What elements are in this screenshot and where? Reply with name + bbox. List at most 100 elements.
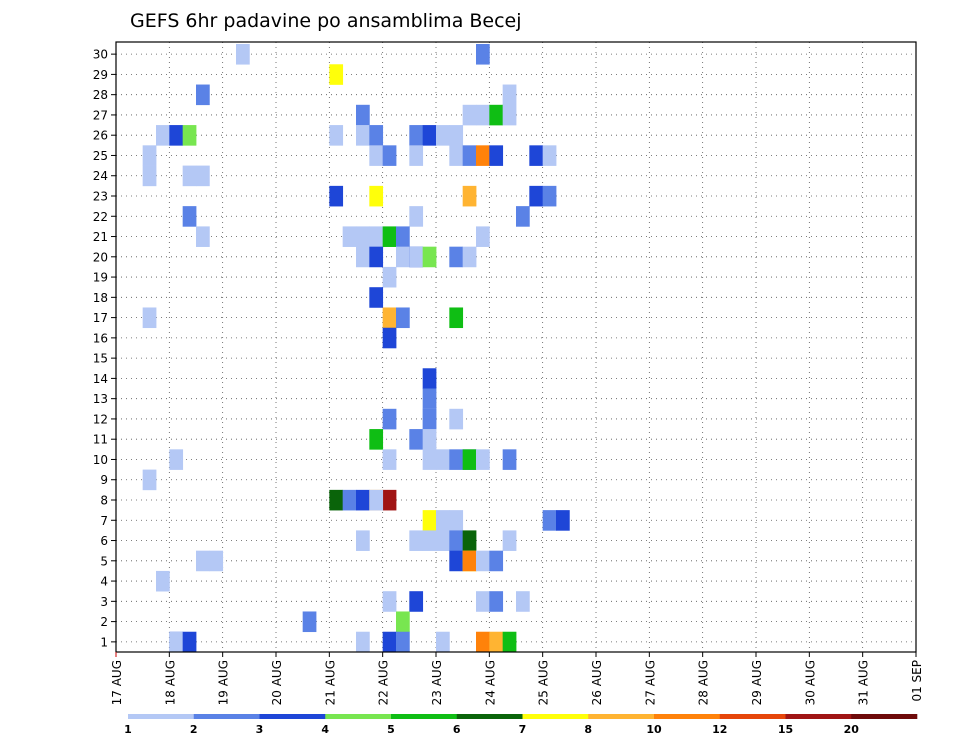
x-tick-label: 18 AUG [163, 660, 177, 705]
y-tick-label: 12 [93, 412, 108, 426]
heatmap-cell [369, 246, 384, 268]
heatmap-cell [422, 449, 437, 470]
heatmap-cell [329, 489, 344, 511]
x-tick-label: 27 AUG [643, 660, 657, 705]
y-tick-label: 23 [93, 190, 108, 204]
y-tick-label: 4 [100, 575, 108, 589]
y-tick-label: 10 [93, 453, 108, 467]
colorbar-segment [719, 714, 786, 719]
heatmap-cell [436, 125, 450, 146]
heatmap-cell [422, 368, 437, 389]
heatmap-cell [409, 145, 424, 166]
heatmap-cell [396, 611, 410, 633]
heatmap-cell [382, 327, 397, 349]
heatmap-cell [156, 125, 170, 146]
heatmap-cell [356, 104, 370, 126]
heatmap-cell [436, 530, 450, 551]
y-tick-label: 11 [93, 433, 108, 447]
x-tick-label: 26 AUG [590, 660, 604, 705]
heatmap-cell [476, 104, 490, 126]
heatmap-cell [516, 591, 530, 612]
heatmap-cell [502, 449, 517, 470]
heatmap-cell [396, 631, 410, 653]
y-tick-label: 19 [93, 271, 108, 285]
heatmap-cell [449, 125, 464, 146]
heatmap-cell [382, 226, 397, 247]
heatmap-cell [382, 307, 397, 329]
heatmap-cell [436, 449, 450, 470]
heatmap-cell [556, 510, 570, 531]
heatmap-cell [209, 550, 224, 572]
heatmap-cell [422, 429, 437, 450]
x-tick-label: 22 AUG [377, 660, 391, 705]
heatmap-cell [476, 145, 490, 166]
x-axis: 17 AUG 18 AUG 19 AUG 20 AUG 21 AUG 22 AUG 23 A… [110, 652, 924, 705]
heatmap-cell [489, 104, 504, 126]
colorbar-label: 5 [387, 723, 395, 736]
colorbar-segment [456, 714, 523, 719]
heatmap-cell [196, 84, 210, 106]
heatmap-cell [409, 246, 424, 268]
heatmap-cell [356, 226, 370, 247]
heatmap-cell [169, 125, 184, 146]
colorbar-segment [851, 714, 918, 719]
y-tick-label: 8 [100, 494, 108, 508]
heatmap-cell [529, 145, 544, 166]
heatmap-cell [142, 307, 157, 329]
colorbar-segment [654, 714, 721, 719]
y-tick-label: 20 [93, 250, 108, 264]
heatmap-cell [462, 530, 477, 551]
heatmap-cell [369, 145, 384, 166]
heatmap-cell [356, 489, 370, 511]
heatmap-cell [542, 185, 557, 207]
colorbar-segment [785, 714, 852, 719]
x-tick-label: 24 AUG [483, 660, 497, 705]
heatmap-cell [449, 510, 464, 531]
heatmap-cell [449, 408, 464, 430]
heatmap-cell [502, 104, 517, 126]
y-tick-label: 18 [93, 291, 108, 305]
heatmap-cell [449, 246, 464, 268]
heatmap-cell [356, 246, 370, 268]
heatmap-cell [489, 631, 504, 653]
y-tick-label: 25 [93, 149, 108, 163]
heatmap-cell [382, 449, 397, 470]
heatmap-cell [196, 550, 210, 572]
heatmap-cell [422, 388, 437, 410]
heatmap-cell [502, 84, 517, 106]
colorbar-label: 20 [844, 723, 860, 736]
heatmap-cell [169, 631, 184, 653]
chart-title: GEFS 6hr padavine po ansamblima Becej [130, 10, 522, 32]
heatmap-cell [462, 246, 477, 268]
heatmap-cell [449, 449, 464, 470]
heatmap-cell [142, 165, 157, 187]
colorbar-label: 15 [778, 723, 793, 736]
heatmap-cell [142, 145, 157, 166]
heatmap-cell [329, 125, 344, 146]
heatmap-cell [436, 631, 450, 653]
heatmap-cell [489, 591, 504, 612]
heatmap-cell [369, 125, 384, 146]
heatmap-cell [382, 408, 397, 430]
y-tick-label: 22 [93, 210, 108, 224]
heatmap-cell [369, 489, 384, 511]
heatmap-cell [142, 469, 157, 491]
heatmap-cell [342, 489, 357, 511]
heatmap-cell [462, 185, 477, 207]
heatmap-cell [169, 449, 184, 470]
heatmap-cell [529, 185, 544, 207]
heatmap-cell [502, 631, 517, 653]
heatmap-cell [329, 185, 344, 207]
heatmap-cell [369, 287, 384, 308]
heatmap-cell [369, 185, 384, 207]
heatmap-cell [409, 591, 424, 612]
y-tick-label: 6 [100, 534, 108, 548]
heatmap-cell [449, 530, 464, 551]
colorbar-label: 4 [321, 723, 329, 736]
y-tick-label: 26 [93, 129, 108, 143]
y-tick-label: 21 [93, 230, 108, 244]
heatmap-cell [422, 125, 437, 146]
heatmap-cell [409, 206, 424, 227]
colorbar-segment [259, 714, 326, 719]
